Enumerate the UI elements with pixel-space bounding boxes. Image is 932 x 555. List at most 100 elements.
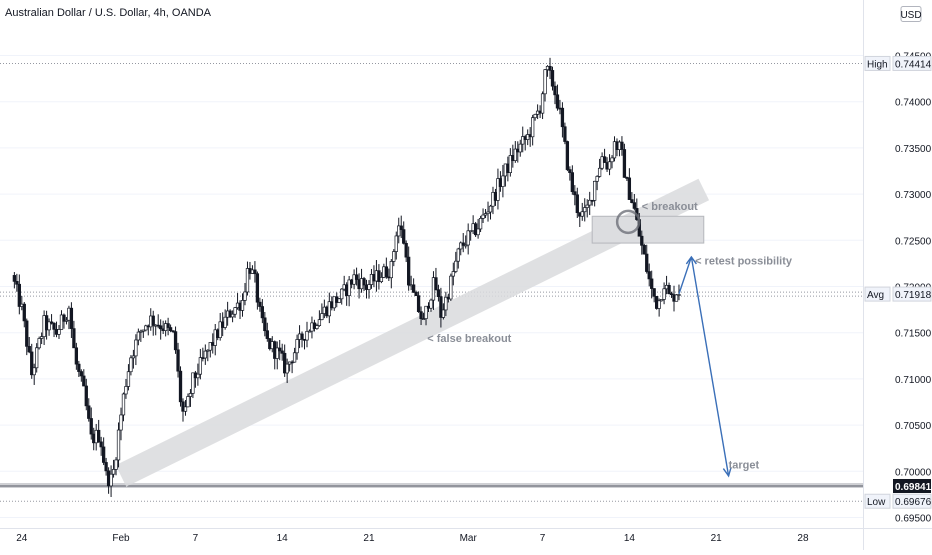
- candle-body: [483, 213, 488, 216]
- candle-body: [30, 351, 34, 376]
- candle-body: [37, 338, 41, 349]
- candle-body: [590, 199, 594, 202]
- candle-body: [585, 204, 589, 208]
- low-tag-name: Low: [867, 497, 886, 508]
- time-tick-label: Mar: [460, 533, 478, 544]
- candle-body: [47, 321, 51, 331]
- candle-body: [99, 441, 103, 448]
- candle-body: [367, 284, 371, 290]
- candle-body: [508, 155, 512, 173]
- candle-body: [188, 393, 193, 397]
- candle-body: [186, 396, 190, 408]
- candle-body: [451, 271, 455, 277]
- high-tag-name-box: [864, 55, 891, 71]
- candle-body: [144, 325, 148, 331]
- high-tag-box: [892, 55, 932, 71]
- candle-body: [340, 288, 344, 300]
- candle-body: [548, 65, 552, 71]
- candle-body: [573, 191, 577, 196]
- candle-body: [300, 333, 304, 340]
- annotation-retest: < retest possibility: [695, 255, 793, 267]
- candle-body: [27, 346, 31, 353]
- candle-body: [469, 230, 473, 233]
- candle-body: [307, 330, 312, 333]
- price-tick-label: 0.74000: [895, 98, 932, 109]
- candle-body: [478, 218, 483, 230]
- chart-title: Australian Dollar / U.S. Dollar, 4h, OAN…: [5, 7, 212, 19]
- candle-body: [263, 317, 267, 332]
- candle-body: [662, 288, 666, 300]
- time-tick-label: Feb: [112, 533, 130, 544]
- candle-body: [610, 157, 614, 163]
- candle-body: [305, 331, 309, 341]
- candle-body: [35, 347, 39, 369]
- candle-body: [563, 126, 567, 142]
- candle-body: [521, 136, 525, 145]
- candle-body: [337, 298, 341, 303]
- candle-body: [669, 293, 674, 296]
- candle-body: [136, 331, 141, 341]
- annotation-false-breakout: < false breakout: [427, 333, 511, 345]
- candle-body: [131, 355, 136, 359]
- candle-body: [650, 278, 654, 289]
- candle-body: [568, 169, 572, 173]
- candle-body: [196, 373, 200, 379]
- retest-arrow-head: [685, 255, 697, 265]
- candle-body: [476, 228, 480, 236]
- candle-body: [389, 261, 393, 279]
- candle-body: [111, 469, 116, 475]
- candles[interactable]: [12, 57, 681, 497]
- time-tick-label: 14: [277, 533, 289, 544]
- candle-body: [456, 248, 460, 262]
- candle-body: [444, 296, 448, 311]
- currency-badge[interactable]: [900, 6, 922, 22]
- breakout-zone: [591, 215, 705, 244]
- candle-body: [129, 357, 133, 373]
- time-axis[interactable]: 24 Feb 7 14 21 Mar 7 14 21 28: [16, 533, 809, 544]
- candle-body: [101, 446, 106, 463]
- time-tick-label: 14: [624, 533, 636, 544]
- candle-body: [173, 331, 178, 351]
- last-price-tag-box: [893, 478, 931, 493]
- candle-body: [622, 149, 627, 178]
- candle-body: [253, 269, 257, 275]
- candle-body: [74, 347, 79, 365]
- candle-body: [602, 156, 607, 163]
- candle-body: [583, 207, 587, 213]
- candle-body: [171, 330, 175, 333]
- candle-body: [82, 375, 86, 387]
- candle-body: [320, 313, 324, 321]
- candle-body: [454, 260, 458, 272]
- candle-body: [627, 177, 632, 200]
- candle-body: [459, 242, 463, 250]
- candle-body: [230, 313, 235, 318]
- candle-body: [22, 303, 26, 322]
- candle-body: [87, 405, 91, 419]
- candle-body: [394, 235, 398, 252]
- candle-body: [223, 316, 227, 328]
- candle-body: [464, 244, 468, 247]
- candle-body: [255, 273, 260, 303]
- candle-body: [233, 307, 237, 315]
- candle-body: [79, 371, 83, 377]
- candle-body: [295, 339, 299, 354]
- candle-body: [354, 274, 359, 280]
- price-tick-label: 0.73000: [895, 190, 932, 201]
- candle-body: [116, 429, 121, 461]
- candle-body: [436, 289, 441, 297]
- price-tick-label: 0.69500: [895, 514, 932, 525]
- candle-body: [275, 347, 279, 359]
- candle-body: [283, 352, 287, 374]
- candle-body: [657, 300, 661, 309]
- candle-body: [260, 306, 265, 319]
- candle-body: [449, 275, 453, 300]
- candle-body: [555, 94, 560, 109]
- candle-body: [12, 275, 17, 282]
- candle-body: [159, 325, 163, 330]
- time-tick-label: 24: [16, 533, 28, 544]
- candle-body: [258, 301, 262, 307]
- time-tick-label: 7: [193, 533, 199, 544]
- last-price-tag-value: 0.69841: [895, 482, 932, 493]
- candle-body: [183, 406, 188, 412]
